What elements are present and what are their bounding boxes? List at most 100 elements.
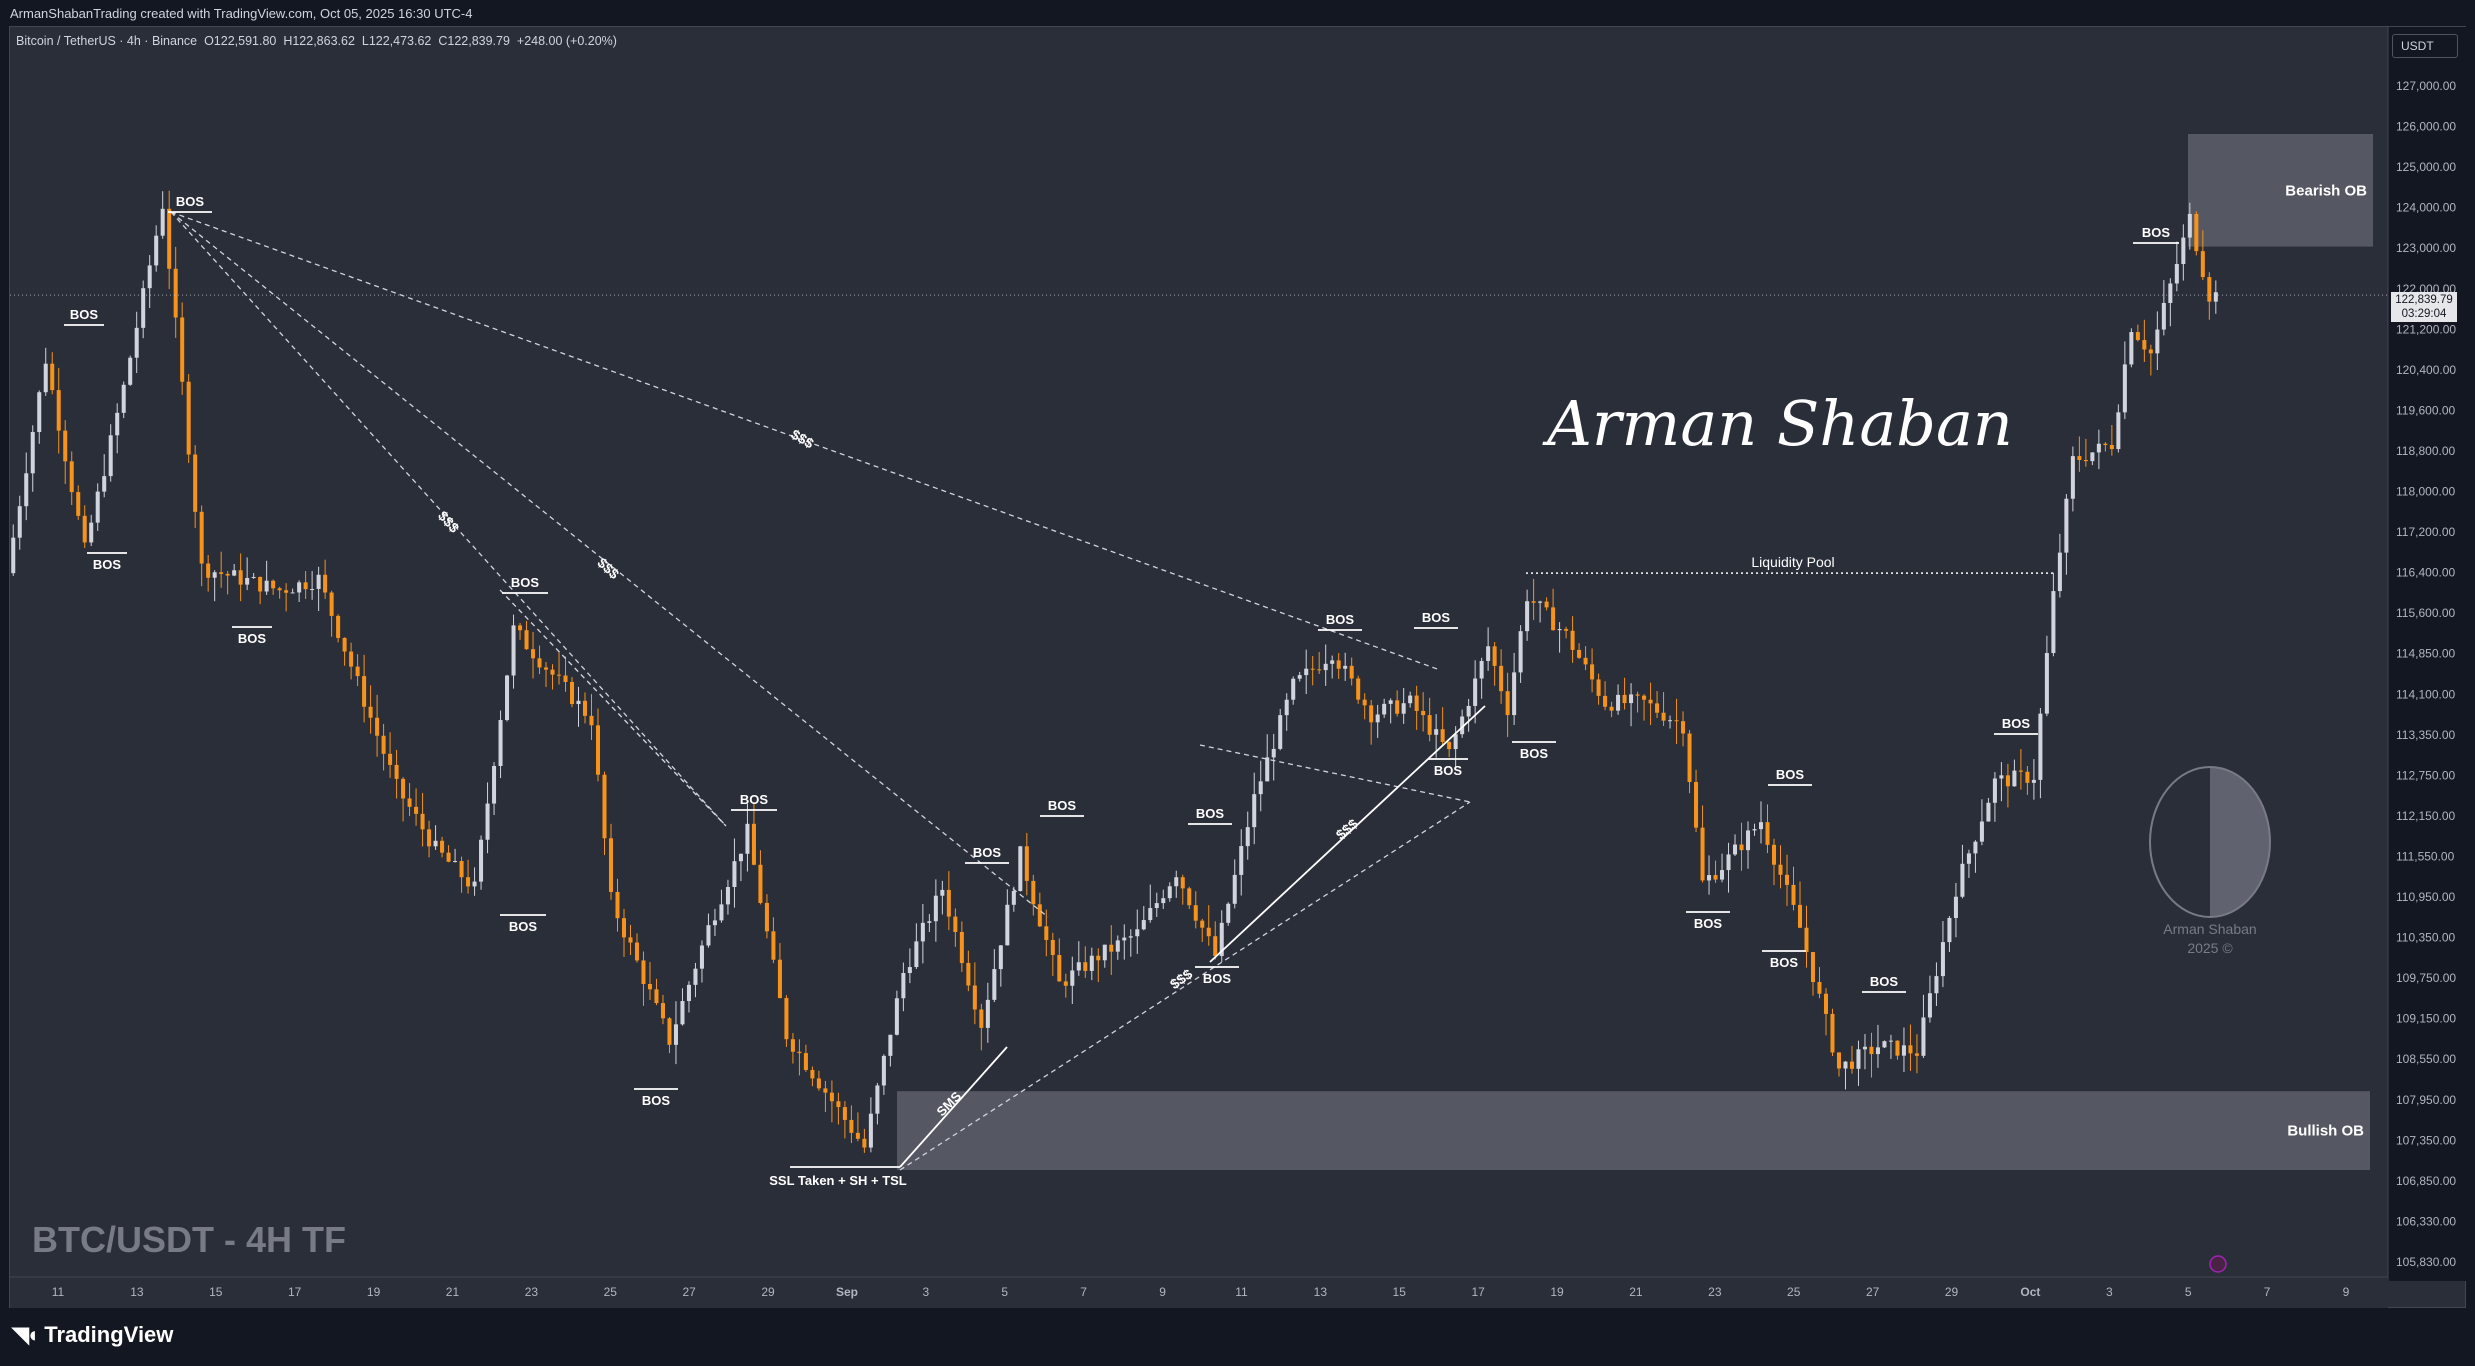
- candle-bull[interactable]: [37, 392, 42, 433]
- candle-bear[interactable]: [797, 1051, 802, 1054]
- candle-bear[interactable]: [180, 317, 185, 382]
- candle-bear[interactable]: [303, 582, 308, 590]
- candle-bear[interactable]: [550, 669, 555, 675]
- candle-bear[interactable]: [407, 798, 412, 807]
- candle-bull[interactable]: [95, 491, 100, 523]
- candle-bull[interactable]: [1005, 904, 1010, 946]
- candle-bear[interactable]: [836, 1101, 841, 1108]
- candle-bear[interactable]: [803, 1053, 808, 1070]
- candle-bear[interactable]: [1180, 877, 1185, 889]
- candle-bear[interactable]: [1037, 904, 1042, 927]
- candle-bull[interactable]: [1018, 846, 1023, 891]
- candle-bull[interactable]: [316, 574, 321, 589]
- candle-bear[interactable]: [751, 823, 756, 865]
- candle-bull[interactable]: [875, 1085, 880, 1114]
- candle-bull[interactable]: [297, 582, 302, 593]
- candle-bear[interactable]: [1570, 630, 1575, 650]
- candle-bear[interactable]: [1674, 720, 1679, 722]
- candle-bear[interactable]: [1765, 822, 1770, 845]
- candle-bear[interactable]: [225, 573, 230, 576]
- candle-bull[interactable]: [1843, 1061, 1848, 1069]
- candle-bull[interactable]: [1616, 694, 1621, 711]
- candle-bear[interactable]: [1681, 721, 1686, 734]
- candle-bull[interactable]: [1102, 944, 1107, 961]
- candle-bull[interactable]: [2012, 770, 2017, 787]
- candle-bull[interactable]: [1668, 720, 1673, 722]
- candle-bear[interactable]: [589, 715, 594, 726]
- candle-bull[interactable]: [115, 412, 120, 436]
- candle-bull[interactable]: [1141, 920, 1146, 930]
- candle-bull[interactable]: [2168, 283, 2173, 303]
- candle-bear[interactable]: [855, 1132, 860, 1139]
- candle-bear[interactable]: [972, 985, 977, 1010]
- candle-bear[interactable]: [602, 774, 607, 839]
- candle-bull[interactable]: [1070, 970, 1075, 986]
- candle-bull[interactable]: [1258, 781, 1263, 795]
- candle-bear[interactable]: [1564, 629, 1569, 631]
- candle-bear[interactable]: [466, 877, 471, 887]
- candle-bull[interactable]: [141, 288, 146, 328]
- candle-bull[interactable]: [264, 580, 269, 592]
- candle-bear[interactable]: [76, 492, 81, 516]
- candle-bull[interactable]: [1239, 846, 1244, 875]
- candle-bull[interactable]: [2213, 292, 2218, 302]
- candle-bear[interactable]: [1908, 1045, 1913, 1054]
- candle-bear[interactable]: [1193, 905, 1198, 921]
- candle-bull[interactable]: [102, 476, 107, 492]
- candle-bear[interactable]: [414, 806, 419, 814]
- candle-bull[interactable]: [1076, 962, 1081, 971]
- candle-bull[interactable]: [1219, 922, 1224, 957]
- candle-bear[interactable]: [862, 1138, 867, 1148]
- candle-bull[interactable]: [901, 972, 906, 999]
- candle-bull[interactable]: [11, 537, 16, 574]
- candle-bear[interactable]: [1784, 874, 1790, 885]
- candle-bull[interactable]: [511, 625, 516, 676]
- candle-bear[interactable]: [1310, 668, 1315, 670]
- candle-bull[interactable]: [576, 700, 581, 705]
- candle-bull[interactable]: [1966, 853, 1971, 864]
- candle-bull[interactable]: [719, 904, 724, 921]
- candle-bear[interactable]: [1499, 665, 1504, 692]
- candle-bull[interactable]: [1453, 734, 1458, 750]
- candle-bear[interactable]: [531, 649, 536, 659]
- candle-bear[interactable]: [258, 576, 263, 592]
- candle-bull[interactable]: [1758, 822, 1764, 830]
- candle-bear[interactable]: [1050, 939, 1055, 956]
- candle-bear[interactable]: [284, 590, 289, 593]
- candle-bull[interactable]: [1011, 890, 1016, 905]
- candle-bear[interactable]: [823, 1088, 828, 1093]
- candle-bear[interactable]: [1797, 904, 1803, 928]
- candle-bull[interactable]: [1512, 672, 1517, 716]
- price-chart[interactable]: 127,000.00 126,000.00 125,000.00 124,000.00…: [0, 0, 2475, 1308]
- candle-bull[interactable]: [160, 208, 165, 236]
- candle-bull[interactable]: [1434, 729, 1439, 735]
- candle-bear[interactable]: [1661, 712, 1666, 721]
- candle-bear[interactable]: [810, 1069, 815, 1079]
- candle-bear[interactable]: [1356, 678, 1361, 700]
- candle-bear[interactable]: [2194, 213, 2199, 252]
- candle-bull[interactable]: [680, 1001, 685, 1025]
- candle-bear[interactable]: [1642, 695, 1647, 700]
- candle-bear[interactable]: [1713, 875, 1718, 880]
- candle-bear[interactable]: [219, 572, 224, 574]
- candle-bear[interactable]: [1083, 962, 1088, 971]
- candle-bear[interactable]: [1791, 884, 1796, 905]
- candle-bear[interactable]: [1609, 706, 1614, 711]
- candle-bear[interactable]: [56, 390, 61, 431]
- candle-bull[interactable]: [914, 941, 919, 968]
- candle-bull[interactable]: [2187, 213, 2192, 238]
- candle-bull[interactable]: [89, 522, 94, 543]
- currency-selector[interactable]: USDT: [2392, 34, 2458, 58]
- candle-bull[interactable]: [1856, 1049, 1861, 1069]
- candle-bear[interactable]: [959, 932, 964, 963]
- candle-bear[interactable]: [381, 735, 386, 754]
- candle-bull[interactable]: [992, 969, 997, 1000]
- candle-bear[interactable]: [420, 813, 425, 830]
- candle-bull[interactable]: [310, 588, 315, 590]
- candle-bear[interactable]: [1836, 1052, 1841, 1069]
- candle-bull[interactable]: [121, 384, 126, 413]
- tradingview-logo[interactable]: ◥◖ TradingView: [12, 1322, 173, 1348]
- candle-bull[interactable]: [245, 577, 250, 585]
- candle-bear[interactable]: [199, 511, 204, 564]
- candle-bear[interactable]: [1817, 982, 1822, 994]
